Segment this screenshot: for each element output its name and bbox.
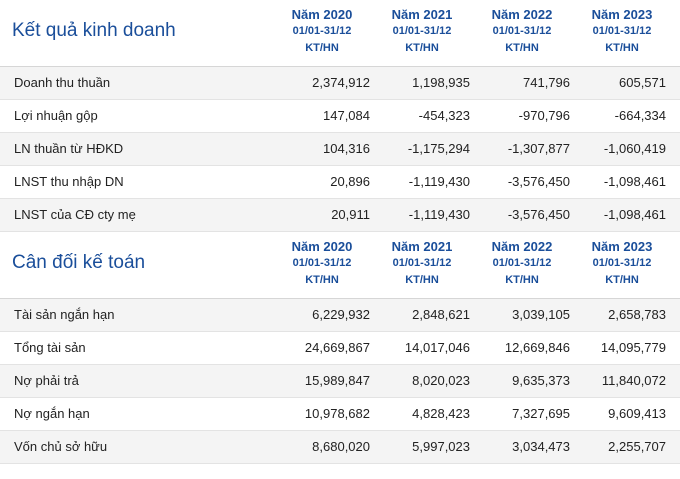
cell-value: 12,669,846: [504, 340, 570, 355]
cell-value: 104,316: [323, 141, 370, 156]
cell-value: -970,796: [518, 108, 570, 123]
column-header: Năm 2022 01/01-31/12 KT/HN: [491, 7, 553, 54]
section-title: Kết quả kinh doanh: [12, 20, 176, 41]
cell-value: -454,323: [418, 108, 470, 123]
cell-value: 2,658,783: [608, 307, 666, 322]
cell-value: 4,828,423: [412, 406, 470, 421]
cell-value: -1,098,461: [603, 207, 666, 222]
cell-value: 8,020,023: [412, 373, 470, 388]
cell-value: -1,119,430: [408, 174, 470, 189]
cell-value: 20,911: [331, 207, 370, 222]
cell-value: 9,609,413: [608, 406, 666, 421]
table-row: Vốn chủ sở hữu 8,680,020 5,997,023 3,034,47…: [0, 431, 680, 464]
row-label: Doanh thu thuần: [14, 75, 111, 90]
column-header: Năm 2022 01/01-31/12 KT/HN: [491, 239, 553, 286]
cell-value: 3,034,473: [512, 439, 570, 454]
cell-value: -1,098,461: [603, 174, 666, 189]
column-header: Năm 2021 01/01-31/12 KT/HN: [391, 239, 453, 286]
cell-value: -1,119,430: [408, 207, 470, 222]
cell-value: 8,680,020: [312, 439, 370, 454]
table-row: LN thuần từ HĐKD 104,316 -1,175,294 -1,307,…: [0, 133, 680, 166]
income-statement-header: Kết quả kinh doanh Năm 2020 01/01-31/12 KT…: [0, 0, 680, 67]
cell-value: 9,635,373: [512, 373, 570, 388]
income-statement-section: Kết quả kinh doanh Năm 2020 01/01-31/12 KT…: [0, 0, 680, 232]
cell-value: -3,576,450: [507, 174, 570, 189]
row-label: Tài sản ngắn hạn: [14, 307, 115, 322]
row-label: Vốn chủ sở hữu: [14, 439, 108, 454]
cell-value: -1,060,419: [603, 141, 666, 156]
column-header: Năm 2020 01/01-31/12 KT/HN: [291, 7, 353, 54]
table-row: Tổng tài sản 24,669,867 14,017,046 12,669,8…: [0, 332, 680, 365]
cell-value: -3,576,450: [507, 207, 570, 222]
balance-sheet-section: Cân đối kế toán Năm 2020 01/01-31/12 KT/HN…: [0, 232, 680, 464]
column-header: Năm 2021 01/01-31/12 KT/HN: [391, 7, 453, 54]
cell-value: 147,084: [323, 108, 370, 123]
row-label: Nợ phải trả: [14, 373, 79, 388]
cell-value: 605,571: [619, 75, 666, 90]
cell-value: 24,669,867: [304, 340, 370, 355]
column-header: Năm 2023 01/01-31/12 KT/HN: [591, 7, 653, 54]
section-title: Cân đối kế toán: [12, 252, 146, 273]
cell-value: 14,017,046: [404, 340, 470, 355]
balance-sheet-header: Cân đối kế toán Năm 2020 01/01-31/12 KT/HN…: [0, 232, 680, 299]
cell-value: 2,848,621: [412, 307, 470, 322]
table-row: LNST thu nhập DN 20,896 -1,119,430 -3,576,4…: [0, 166, 680, 199]
cell-value: 1,198,935: [412, 75, 470, 90]
row-label: LNST thu nhập DN: [14, 174, 124, 189]
cell-value: -664,334: [614, 108, 666, 123]
column-header: Năm 2020 01/01-31/12 KT/HN: [291, 239, 353, 286]
table-row: Nợ phải trả 15,989,847 8,020,023 9,635,373 1…: [0, 365, 680, 398]
cell-value: 10,978,682: [304, 406, 370, 421]
table-row: Nợ ngắn hạn 10,978,682 4,828,423 7,327,695 9…: [0, 398, 680, 431]
table-row: Lợi nhuận gộp 147,084 -454,323 -970,796 -664…: [0, 100, 680, 133]
row-label: Tổng tài sản: [14, 340, 86, 355]
cell-value: 6,229,932: [312, 307, 370, 322]
cell-value: 20,896: [330, 174, 370, 189]
table-row: Tài sản ngắn hạn 6,229,932 2,848,621 3,039,…: [0, 299, 680, 332]
row-label: Lợi nhuận gộp: [14, 108, 98, 123]
row-label: Nợ ngắn hạn: [14, 406, 90, 421]
cell-value: 15,989,847: [304, 373, 370, 388]
cell-value: 11,840,072: [601, 373, 666, 388]
table-row: LNST của CĐ cty mẹ 20,911 -1,119,430 -3,576…: [0, 199, 680, 232]
row-label: LNST của CĐ cty mẹ: [14, 207, 136, 222]
row-label: LN thuần từ HĐKD: [14, 141, 124, 156]
cell-value: 7,327,695: [512, 406, 570, 421]
table-row: Doanh thu thuần 2,374,912 1,198,935 741,796…: [0, 67, 680, 100]
cell-value: -1,175,294: [407, 141, 470, 156]
balance-sheet-table: Tài sản ngắn hạn 6,229,932 2,848,621 3,039,…: [0, 299, 680, 464]
column-header: Năm 2023 01/01-31/12 KT/HN: [591, 239, 653, 286]
cell-value: -1,307,877: [507, 141, 570, 156]
cell-value: 2,374,912: [312, 75, 370, 90]
income-statement-table: Doanh thu thuần 2,374,912 1,198,935 741,796…: [0, 67, 680, 232]
cell-value: 741,796: [523, 75, 570, 90]
cell-value: 14,095,779: [600, 340, 666, 355]
cell-value: 2,255,707: [608, 439, 666, 454]
cell-value: 3,039,105: [512, 307, 570, 322]
cell-value: 5,997,023: [412, 439, 470, 454]
